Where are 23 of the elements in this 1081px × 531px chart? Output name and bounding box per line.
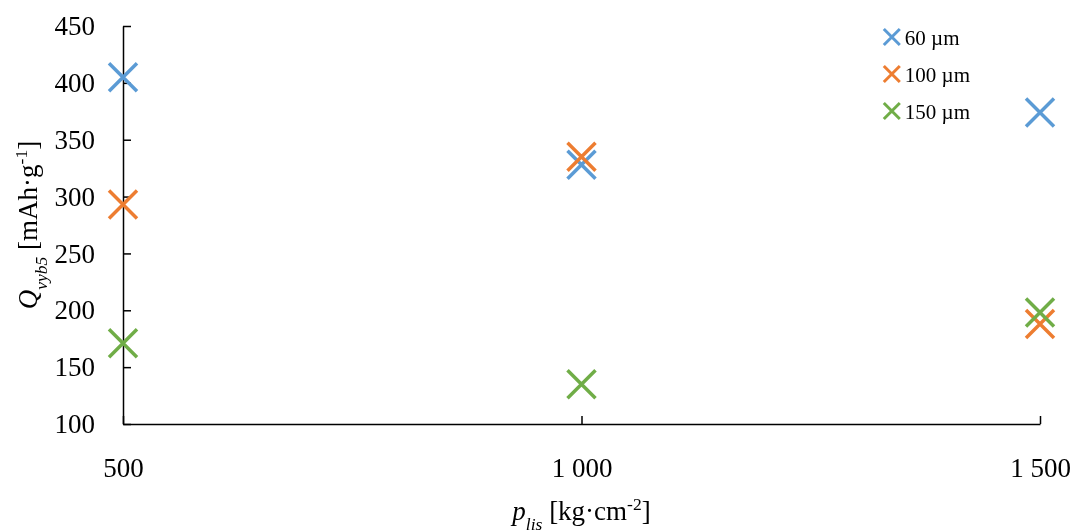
y-tick-label: 300 (54, 181, 95, 212)
point (565, 141, 598, 173)
point (1024, 296, 1056, 329)
point (107, 188, 139, 221)
point (565, 368, 598, 400)
point (565, 148, 598, 181)
y-tick-label: 350 (54, 124, 95, 155)
point (107, 61, 139, 93)
legend-label: 60 µm (904, 25, 960, 50)
point (107, 327, 139, 360)
y-tick-label: 200 (54, 295, 95, 326)
y-tick-label: 400 (54, 68, 95, 98)
y-tick-label: 150 (54, 352, 95, 383)
point (1024, 96, 1056, 129)
x-tick-label: 1 500 (1010, 453, 1071, 484)
x-tick-label: 500 (103, 453, 144, 484)
x-axis-title: p$_{lis}$ [kg·cm$^{-2}$] (510, 494, 651, 531)
y-tick-label: 100 (54, 409, 95, 440)
y-tick-label: 450 (54, 11, 95, 42)
x-tick-label: 1 000 (551, 453, 613, 484)
y-tick-label: 250 (54, 238, 95, 269)
legend-label: 100 µm (904, 62, 970, 87)
legend-label: 150 µm (904, 99, 970, 124)
